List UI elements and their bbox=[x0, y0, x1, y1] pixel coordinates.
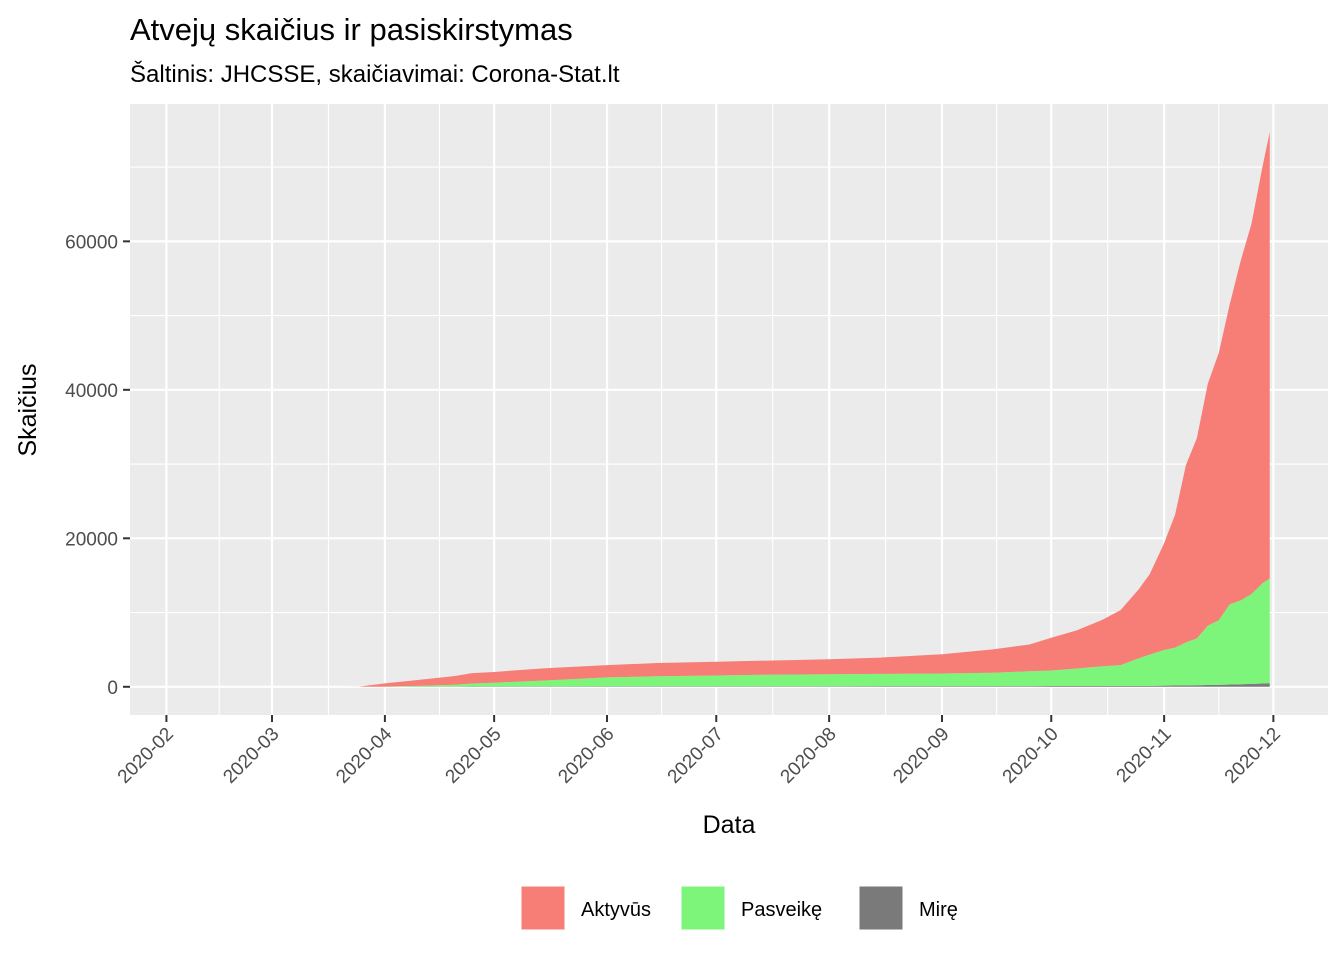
x-tick-label: 2020-08 bbox=[777, 724, 841, 788]
y-tick-label: 40000 bbox=[65, 381, 118, 402]
area-series-aktyvus bbox=[130, 132, 1270, 687]
x-tick-label: 2020-09 bbox=[889, 724, 953, 788]
chart-title: Atvejų skaičius ir pasiskirstymas bbox=[130, 12, 573, 47]
legend-label-mire: Mirę bbox=[919, 899, 958, 921]
legend: Aktyvūs Pasveikę Mirę bbox=[520, 885, 958, 931]
y-tick-label: 20000 bbox=[65, 529, 118, 550]
area-series-mire bbox=[130, 683, 1270, 687]
x-tick-label: 2020-02 bbox=[114, 724, 178, 788]
y-tick-label: 0 bbox=[107, 678, 118, 699]
legend-label-pasveike: Pasveikę bbox=[741, 899, 822, 921]
x-axis-title: Data bbox=[703, 811, 756, 839]
x-tick-label: 2020-03 bbox=[219, 724, 283, 788]
area-series-pasveike bbox=[130, 578, 1270, 687]
legend-key-mire bbox=[858, 885, 904, 931]
x-tick-label: 2020-12 bbox=[1221, 724, 1285, 788]
legend-key-pasveike bbox=[680, 885, 726, 931]
x-tick-label: 2020-06 bbox=[554, 724, 618, 788]
x-tick-label: 2020-07 bbox=[664, 724, 728, 788]
legend-label-aktyvus: Aktyvūs bbox=[581, 899, 651, 921]
y-tick-label: 60000 bbox=[65, 232, 118, 253]
chart-subtitle: Šaltinis: JHCSSE, skaičiavimai: Corona-S… bbox=[130, 60, 620, 88]
x-tick-label: 2020-11 bbox=[1113, 724, 1176, 787]
y-axis-title: Skaičius bbox=[14, 363, 42, 456]
x-tick-label: 2020-04 bbox=[332, 723, 396, 787]
x-tick-label: 2020-05 bbox=[442, 724, 506, 788]
legend-key-aktyvus bbox=[520, 885, 566, 931]
area-layer bbox=[130, 132, 1270, 687]
x-tick-label: 2020-10 bbox=[999, 724, 1063, 788]
